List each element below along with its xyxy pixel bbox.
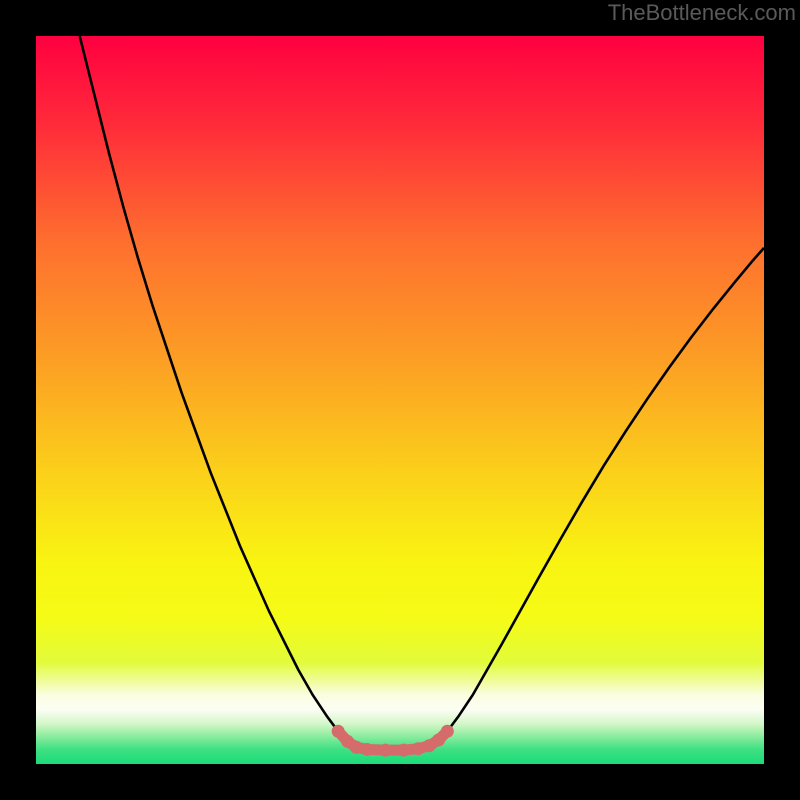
highlight-marker	[332, 725, 345, 738]
watermark-text: TheBottleneck.com	[608, 0, 796, 26]
highlight-marker	[379, 744, 392, 757]
chart-frame: TheBottleneck.com	[0, 0, 800, 800]
highlight-marker	[361, 743, 374, 756]
highlight-marker	[441, 725, 454, 738]
chart-background	[36, 36, 764, 764]
chart-svg	[0, 0, 800, 800]
highlight-marker	[412, 742, 425, 755]
highlight-marker	[397, 744, 410, 757]
highlight-marker	[350, 741, 363, 754]
